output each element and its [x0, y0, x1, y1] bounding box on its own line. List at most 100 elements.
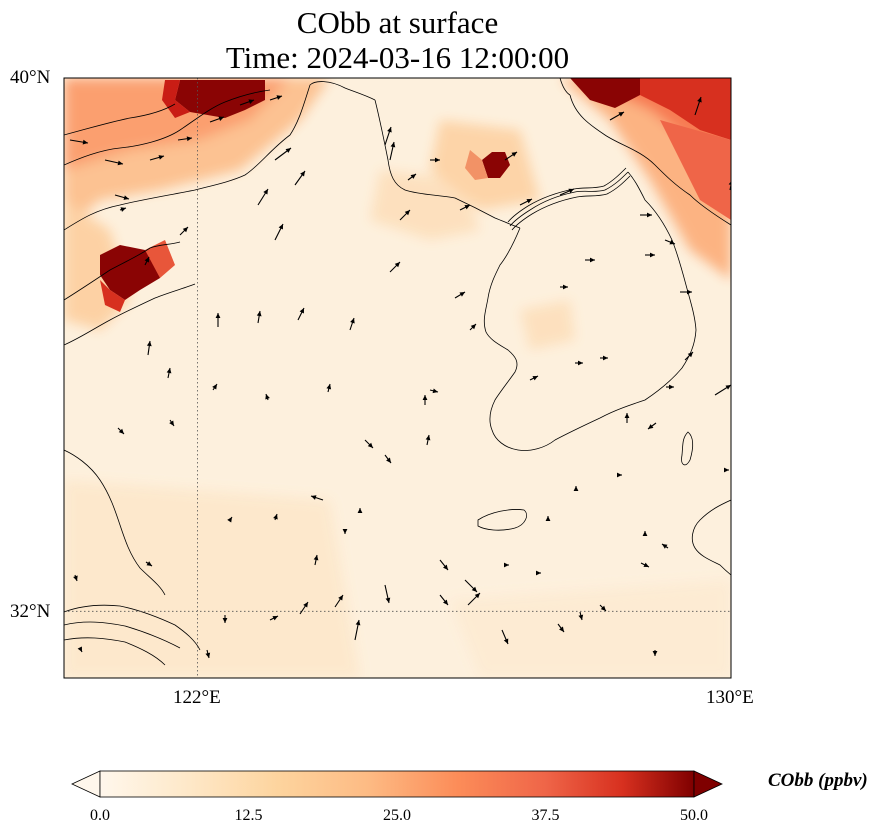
- concentration-field: [64, 78, 731, 678]
- wind-arrow-head: [728, 181, 731, 185]
- wind-arrow-head: [578, 360, 583, 366]
- hotspot-north-korea: [465, 150, 510, 180]
- y-tick-40N: 40°N: [10, 67, 51, 88]
- wind-arrow-head: [222, 618, 228, 623]
- wind-arrow-head: [227, 517, 232, 523]
- wind-arrow-head: [273, 514, 278, 520]
- wind-arrow-head: [338, 595, 343, 601]
- wind-arrow-head: [459, 292, 465, 297]
- wind-arrow-head: [212, 384, 217, 390]
- wind-arrow-head: [299, 308, 304, 314]
- wind-arrow-head: [218, 116, 224, 121]
- wind-arrow-head: [648, 424, 654, 429]
- wind-arrow-head: [532, 376, 538, 381]
- hotspot-north-china: [162, 80, 265, 118]
- wind-arrow-head: [603, 355, 608, 361]
- hotspot-ne: [570, 78, 731, 220]
- wind-arrow-head: [265, 394, 270, 400]
- wind-arrow-head: [313, 555, 319, 561]
- wind-arrow-head: [355, 620, 361, 626]
- wind-arrow-head: [669, 384, 674, 390]
- wind-arrow-head: [643, 562, 649, 567]
- wind-arrow-head: [385, 597, 391, 603]
- wind-arrow-head: [272, 616, 278, 621]
- wind-arrow-head: [394, 262, 400, 268]
- wind-arrow-head: [120, 207, 126, 212]
- wind-arrow-head: [652, 651, 658, 656]
- colorbar-tick: 0.0: [90, 807, 110, 824]
- wind-arrow-head: [568, 188, 574, 194]
- wind-arrow-head: [725, 385, 731, 390]
- wind-arrow-head: [263, 189, 268, 195]
- wind-arrow-head: [559, 626, 564, 632]
- wind-arrow-head: [470, 324, 476, 330]
- wind-arrow-head: [144, 257, 149, 263]
- y-tick-32N: 32°N: [10, 601, 51, 622]
- wind-arrow-head: [504, 562, 509, 568]
- wind-arrow-head: [422, 395, 428, 400]
- wind-arrow-head: [311, 495, 317, 500]
- wind-arrow-head: [662, 544, 668, 549]
- wind-arrow-head: [73, 575, 78, 581]
- colorbar-extend-high: [693, 770, 723, 798]
- wind-vectors: [69, 95, 731, 659]
- wind-arrow-head: [573, 486, 579, 491]
- wind-arrow-head: [687, 289, 692, 295]
- wind-arrow-head: [276, 95, 282, 100]
- wind-arrow-head: [410, 174, 416, 179]
- colorbar-label: CObb (ppbv): [768, 770, 868, 791]
- coastlines: [64, 78, 731, 666]
- map-title: CObb at surface: [296, 5, 499, 40]
- wind-arrow-head: [123, 195, 129, 200]
- wind-arrow-head: [390, 142, 396, 148]
- x-tick-122E: 122°E: [173, 687, 221, 708]
- wind-arrow-head: [642, 531, 648, 536]
- wind-arrow-head: [146, 341, 152, 347]
- wind-arrow-head: [464, 205, 470, 210]
- wind-arrow-head: [503, 638, 509, 644]
- wind-arrow-head: [182, 227, 188, 233]
- wind-arrow-head: [563, 284, 568, 290]
- hotspot-liaodong: [100, 240, 175, 312]
- wind-arrow-head: [158, 155, 164, 160]
- wind-arrow-head: [600, 605, 606, 611]
- wind-arrow-head: [404, 210, 410, 216]
- wind-arrow-head: [82, 139, 88, 145]
- wind-arrow-head: [617, 472, 622, 478]
- wind-arrow-head: [443, 564, 448, 570]
- wind-arrow-head: [342, 529, 348, 534]
- map-frame: [63, 77, 732, 679]
- wind-arrow-head: [278, 224, 283, 230]
- wind-arrow-head: [326, 384, 332, 390]
- wind-arrow-head: [300, 171, 305, 177]
- wind-arrow-head: [118, 428, 124, 434]
- colorbar-tick: 37.5: [531, 807, 560, 824]
- wind-arrow-head: [117, 160, 123, 166]
- wind-arrow-head: [248, 99, 254, 104]
- wind-arrow-head: [443, 599, 448, 605]
- x-tick-130E: 130°E: [706, 687, 754, 708]
- wind-arrow-head: [205, 652, 211, 658]
- wind-arrow-head: [387, 127, 392, 133]
- wind-arrow-head: [169, 420, 174, 426]
- colorbar-gradient: [99, 770, 695, 798]
- wind-arrow-head: [697, 97, 702, 103]
- wind-arrow-head: [77, 646, 82, 652]
- wind-arrow-head: [669, 239, 675, 245]
- wind-arrow-head: [357, 508, 363, 513]
- wind-arrow-head: [432, 388, 438, 394]
- wind-arrow-head: [650, 252, 655, 258]
- colorbar-tick: 25.0: [383, 807, 411, 824]
- wind-arrow-head: [526, 199, 532, 204]
- wind-arrow-head: [215, 313, 221, 318]
- wind-arrow-head: [624, 413, 630, 418]
- wind-arrow-head: [425, 435, 431, 441]
- colorbar-extend-low: [71, 770, 101, 798]
- wind-arrow-head: [256, 311, 262, 317]
- gridlines: [64, 78, 731, 678]
- wind-arrow-head: [471, 586, 477, 592]
- colorbar-tick: 12.5: [234, 807, 263, 824]
- wind-arrow-head: [303, 602, 308, 608]
- wind-arrow-head: [590, 257, 595, 263]
